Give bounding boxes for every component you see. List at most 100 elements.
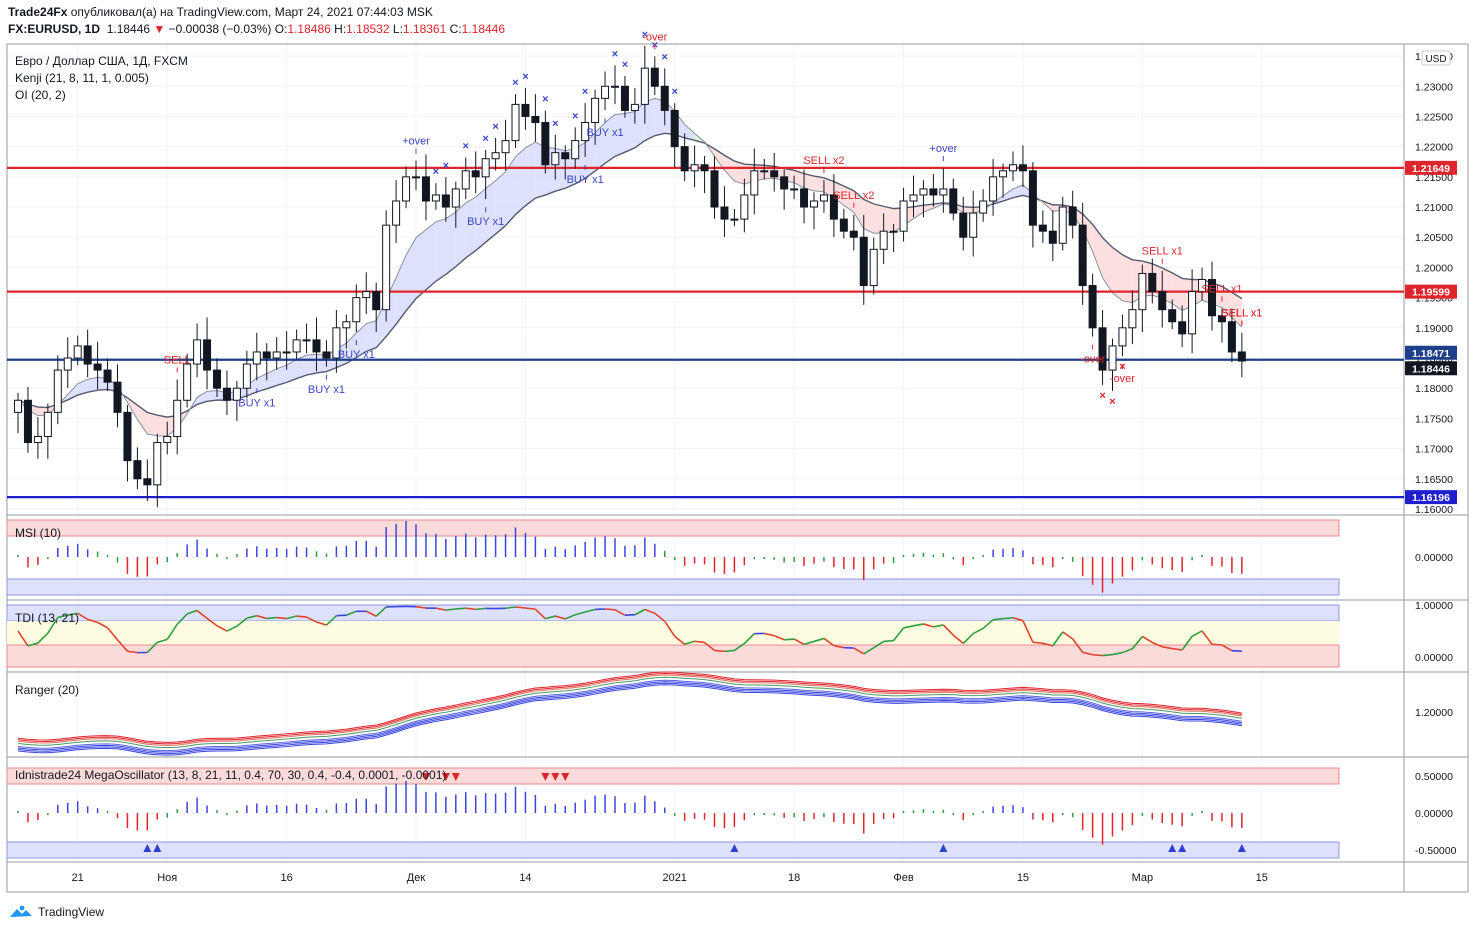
candle-body	[640, 67, 649, 105]
candle-body	[1128, 309, 1137, 329]
outer-frame	[6, 43, 1469, 893]
currency-label[interactable]: USD	[1425, 54, 1446, 65]
kenji-channel-fill	[127, 397, 138, 420]
tdi-line-segment	[37, 632, 49, 644]
kenji-channel-fill	[495, 171, 506, 235]
candle-body	[521, 103, 530, 117]
time-tick: Ноя	[157, 872, 177, 884]
tdi-line-segment	[166, 623, 178, 640]
tdi-line-segment	[336, 614, 347, 617]
tdi-line-segment	[1082, 651, 1093, 656]
candle-body	[302, 339, 311, 342]
tdi-line-segment	[1052, 631, 1064, 647]
candle-body	[1118, 327, 1127, 347]
tdi-line-segment	[793, 638, 805, 646]
signal-annotation: -over	[1110, 373, 1135, 385]
candle-body	[203, 339, 212, 371]
kenji-channel-fill	[525, 142, 536, 206]
tdi-line-segment	[127, 650, 138, 654]
kenji-channel-fill	[455, 202, 466, 267]
ranger-line	[17, 676, 1242, 749]
msi-label: MSI (10)	[15, 526, 61, 540]
msi-lower-band	[6, 578, 1340, 596]
mega-buy-triangle	[143, 844, 152, 852]
signal-annotation: -over	[1080, 354, 1105, 366]
author-name[interactable]: Trade24Fx	[8, 5, 68, 19]
ranger-tick: 1.20000	[1415, 707, 1453, 719]
candle-body	[780, 176, 789, 190]
signal-annotation: BUY x1	[338, 349, 375, 361]
signal-annotation: SELL x1	[1201, 283, 1242, 295]
candle-body	[800, 188, 809, 208]
brand-name[interactable]: TradingView	[38, 905, 105, 919]
candle-body	[262, 351, 271, 359]
candle-body	[849, 230, 858, 238]
tdi-line-segment	[1181, 635, 1193, 651]
kenji-channel-fill	[963, 206, 974, 213]
price-tick: 1.17000	[1415, 444, 1453, 456]
tdi-pane[interactable]: 1.00000 0.00000	[6, 600, 1453, 668]
tdi-line-segment	[17, 630, 29, 647]
time-tick: Мар	[1132, 872, 1154, 884]
candle-body	[481, 158, 490, 178]
kenji-channel-fill	[605, 114, 615, 164]
time-axis[interactable]: 21 Ноя 16 Дек 14 2021 18 Фев 15 Мар 15	[72, 872, 1268, 884]
currency-button[interactable]: USD	[1421, 50, 1451, 66]
candle-body	[1237, 351, 1246, 362]
candle-body	[531, 115, 540, 124]
price-axis[interactable]: 1.235001.230001.225001.220001.215001.210…	[1405, 51, 1457, 516]
candle-body	[143, 478, 152, 486]
candle-body	[322, 351, 331, 359]
tdi-line-segment	[276, 616, 287, 620]
candle-body	[73, 345, 82, 359]
close-value: 1.18446	[461, 22, 506, 36]
price-tick: 1.22000	[1415, 142, 1453, 154]
candle-body	[491, 152, 500, 160]
tdi-line-segment	[1012, 616, 1024, 622]
oi-cross-marker: ×	[1099, 390, 1105, 402]
candle-body	[501, 140, 510, 154]
candle-body	[680, 146, 689, 172]
candle-body	[939, 188, 948, 196]
mega-oscillator-pane[interactable]: 0.50000 0.00000 -0.50000	[6, 767, 1457, 859]
pane-frames	[6, 43, 1469, 893]
kenji-channel-fill	[923, 204, 934, 213]
msi-upper-band	[6, 519, 1340, 537]
candle-body	[740, 194, 749, 220]
price-tick: 1.16500	[1415, 474, 1453, 486]
candle-body	[1098, 327, 1107, 371]
high-value: 1.18532	[346, 22, 390, 36]
tdi-line-segment	[923, 623, 934, 628]
tdi-line-segment	[644, 608, 656, 615]
footer[interactable]: TradingView	[8, 902, 104, 922]
mega-sell-triangle	[421, 773, 430, 781]
tradingview-logo-icon[interactable]	[8, 905, 34, 919]
tdi-line-segment	[246, 614, 257, 619]
oi-cross-marker: ×	[582, 86, 588, 98]
ranger-pane[interactable]: 1.20000	[17, 671, 1453, 756]
candle-body	[541, 122, 550, 166]
mega-buy-triangle	[1237, 844, 1246, 852]
candle-body	[650, 67, 659, 87]
kenji-channel-fill	[843, 186, 854, 213]
legend-title: Евро / Доллар США, 1Д, FXCM	[15, 54, 188, 68]
price-tick: 1.17500	[1415, 413, 1453, 425]
price-label-tag	[1405, 284, 1457, 299]
candle-body	[431, 194, 440, 202]
tdi-line-segment	[116, 639, 129, 652]
kenji-channel-fill	[913, 205, 924, 219]
tdi-line-segment	[1062, 631, 1074, 640]
msi-pane[interactable]: 0.00000	[6, 519, 1453, 596]
oi-cross-marker: ×	[552, 118, 558, 130]
tdi-line-segment	[525, 607, 536, 610]
price-tick: 1.23000	[1415, 81, 1453, 93]
oi-cross-marker: ×	[1109, 396, 1115, 408]
publication-header: Trade24Fx опубликовал(а) на TradingView.…	[8, 4, 505, 38]
candle-body	[123, 411, 132, 462]
published-text: опубликовал(а) на TradingView.com, Март …	[67, 5, 433, 19]
mega-tick: 0.50000	[1415, 771, 1453, 783]
change-arrow-icon: ▼	[153, 22, 166, 36]
time-tick: Фев	[893, 872, 913, 884]
